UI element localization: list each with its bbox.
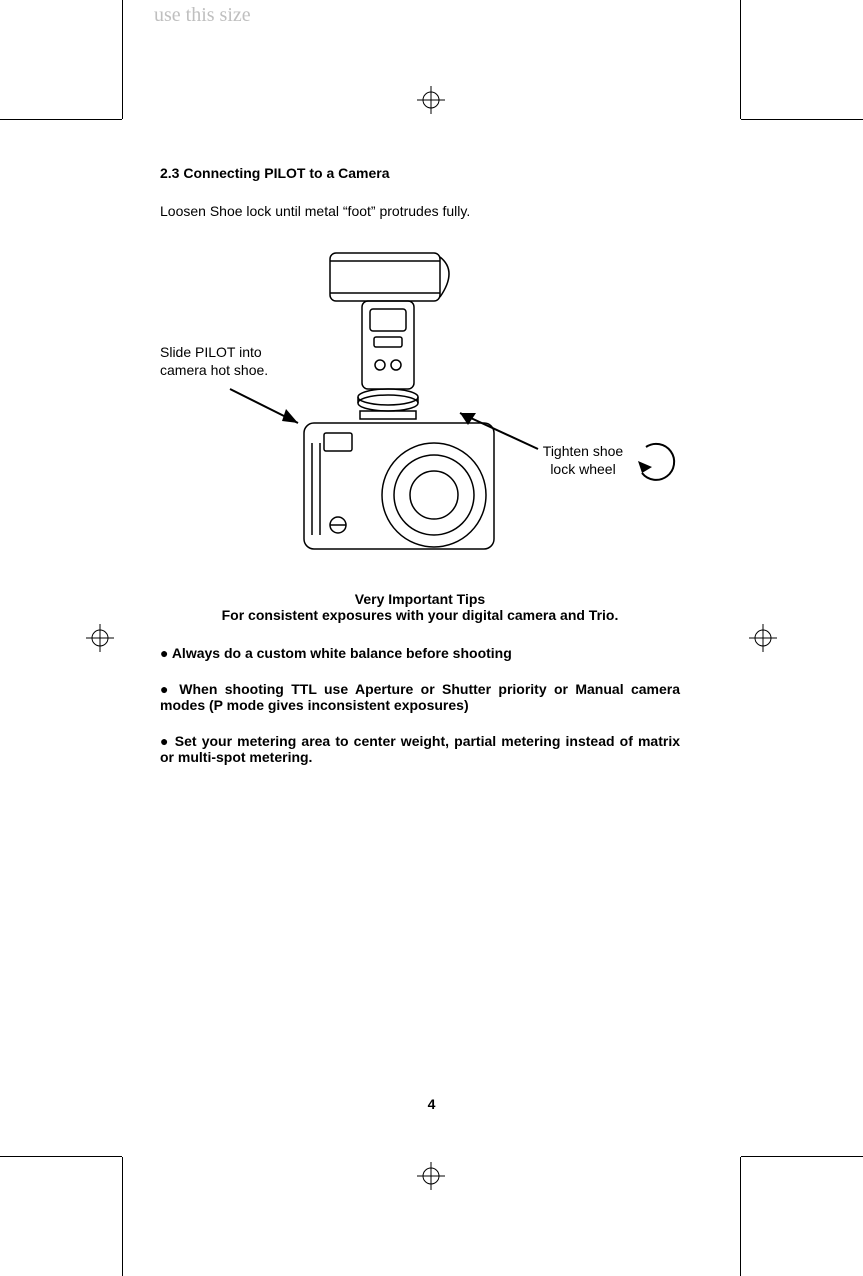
callout-text: Tighten shoe <box>543 443 623 459</box>
page-content: 2.3 Connecting PILOT to a Camera Loosen … <box>160 165 680 785</box>
crop-mark <box>122 1157 123 1276</box>
figure: Slide PILOT into camera hot shoe. Tighte… <box>160 247 680 587</box>
crop-mark <box>740 1157 741 1276</box>
tips-title: Very Important Tips <box>160 591 680 607</box>
callout-text: lock wheel <box>550 461 615 477</box>
registration-mark-icon <box>749 624 777 652</box>
registration-mark-icon <box>417 1162 445 1190</box>
intro-text: Loosen Shoe lock until metal “foot” prot… <box>160 203 680 219</box>
crop-mark <box>122 0 123 119</box>
callout-tighten-wheel: Tighten shoe lock wheel <box>528 442 638 478</box>
crop-mark <box>0 1156 122 1157</box>
callout-slide-pilot: Slide PILOT into camera hot shoe. <box>160 343 300 379</box>
page-number: 4 <box>0 1096 863 1112</box>
registration-mark-icon <box>86 624 114 652</box>
crop-mark <box>741 119 863 120</box>
tip-item: ● Set your metering area to center weigh… <box>160 733 680 765</box>
section-title: 2.3 Connecting PILOT to a Camera <box>160 165 680 181</box>
crop-mark <box>741 1156 863 1157</box>
crop-mark <box>740 0 741 119</box>
callout-text: Slide PILOT into <box>160 344 262 360</box>
tips-subtitle: For consistent exposures with your digit… <box>160 607 680 623</box>
arrow-icon <box>442 405 542 455</box>
callout-text: camera hot shoe. <box>160 362 268 378</box>
registration-mark-icon <box>417 86 445 114</box>
tip-item: ● When shooting TTL use Aperture or Shut… <box>160 681 680 713</box>
arrow-icon <box>224 383 314 433</box>
watermark-text: use this size <box>154 4 251 27</box>
crop-mark <box>0 119 122 120</box>
tip-item: ● Always do a custom white balance befor… <box>160 645 680 661</box>
rotate-arrow-icon <box>638 437 684 487</box>
